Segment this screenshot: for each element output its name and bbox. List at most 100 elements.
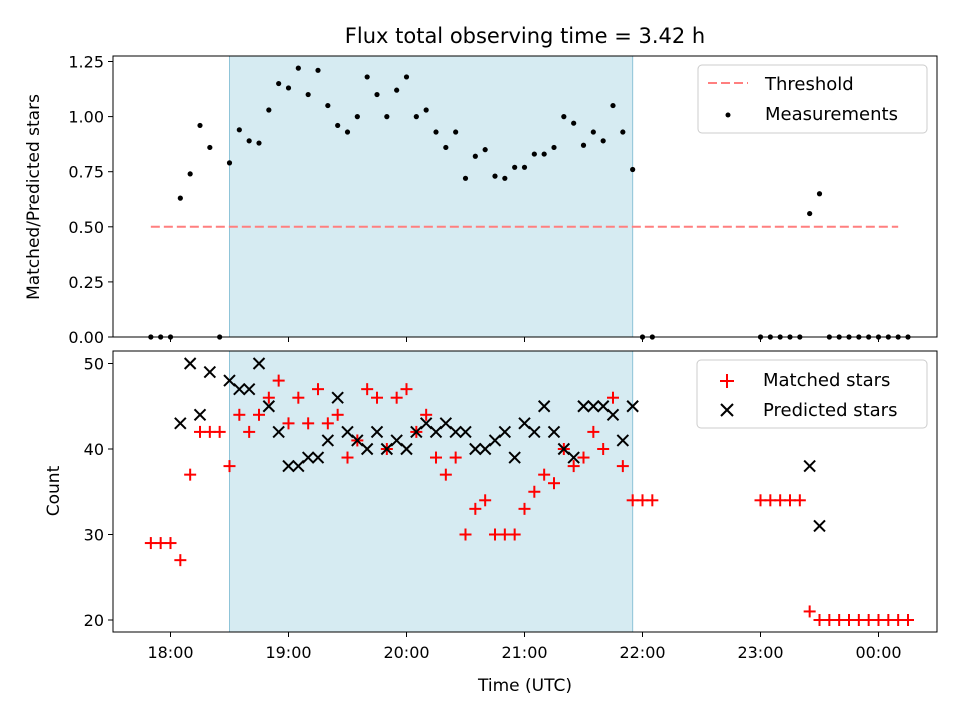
matched-star-point bbox=[174, 554, 187, 567]
threshold-legend-label: Threshold bbox=[764, 74, 854, 95]
matched-star-point bbox=[164, 537, 177, 550]
measurement-point bbox=[423, 107, 429, 113]
measurement-point bbox=[512, 164, 518, 170]
predicted-star-point bbox=[233, 382, 246, 396]
bottom-observing-window bbox=[229, 350, 634, 633]
measurement-point bbox=[531, 151, 537, 157]
matched-legend-label: Matched stars bbox=[763, 370, 890, 391]
predicted-star-point bbox=[262, 400, 276, 413]
measurement-point bbox=[364, 74, 370, 80]
measurement-point bbox=[207, 144, 213, 151]
predicted-star-point bbox=[242, 382, 256, 396]
measurement-point bbox=[403, 74, 410, 80]
predicted-star-point bbox=[183, 357, 197, 370]
predicted-star-point bbox=[508, 451, 521, 464]
measurement-point bbox=[256, 140, 262, 146]
predicted-star-point bbox=[370, 425, 384, 439]
bottom-legend: Matched stars Predicted stars bbox=[696, 359, 928, 429]
top-panel: 0.00 0.25 0.50 0.75 1.00 1.25 Matched/Predict… bbox=[24, 53, 938, 347]
matched-star-point bbox=[371, 391, 383, 404]
matched-star-point bbox=[341, 451, 354, 464]
measurement-point bbox=[236, 127, 242, 133]
predicted-star-point bbox=[567, 451, 580, 464]
predicted-star-point bbox=[380, 442, 394, 456]
predicted-star-point bbox=[272, 425, 285, 439]
measurement-point bbox=[226, 160, 233, 166]
predicted-star-point bbox=[419, 417, 433, 430]
predicted-star-point bbox=[321, 434, 335, 447]
predicted-star-point bbox=[616, 434, 630, 447]
predicted-star-point bbox=[351, 434, 364, 447]
matched-star-point bbox=[548, 477, 560, 490]
measurement-point bbox=[590, 129, 596, 135]
matched-star-point bbox=[616, 460, 629, 473]
measurement-point bbox=[600, 138, 606, 144]
top-y-tick-label: 0.75 bbox=[68, 163, 104, 182]
matched-star-point bbox=[262, 391, 275, 404]
measurement-point bbox=[325, 102, 331, 109]
matched-star-point bbox=[223, 460, 236, 473]
measurement-point bbox=[394, 87, 400, 93]
measurement-point bbox=[541, 151, 547, 157]
predicted-star-point bbox=[203, 365, 217, 379]
predicted-star-point bbox=[557, 442, 571, 456]
measurement-point bbox=[620, 129, 626, 135]
predicted-star-point bbox=[400, 442, 413, 456]
predicted-star-point bbox=[429, 425, 443, 439]
matched-star-point bbox=[577, 451, 590, 464]
matched-star-point bbox=[331, 408, 344, 421]
measurement-point bbox=[344, 129, 351, 135]
predicted-star-point bbox=[223, 374, 236, 387]
predicted-star-point bbox=[518, 417, 531, 430]
bottom-y-tick-label: 20 bbox=[84, 611, 104, 630]
matched-star-point bbox=[312, 383, 324, 396]
measurement-point bbox=[816, 191, 823, 197]
measurement-point bbox=[433, 129, 439, 135]
matched-star-point bbox=[469, 502, 482, 515]
matched-star-point bbox=[508, 528, 521, 541]
matched-star-point bbox=[253, 408, 265, 421]
bottom-y-tick-label: 40 bbox=[84, 440, 104, 459]
predicted-star-point bbox=[547, 425, 561, 439]
bottom-legend-box bbox=[696, 359, 928, 429]
matched-star-point bbox=[213, 425, 226, 438]
predicted-star-point bbox=[606, 408, 620, 422]
measurement-point bbox=[462, 175, 469, 181]
predicted-legend-label: Predicted stars bbox=[763, 400, 897, 421]
measurement-point bbox=[492, 173, 498, 179]
predicted-star-point bbox=[331, 391, 344, 404]
matched-star-point bbox=[420, 408, 433, 421]
predicted-star-point bbox=[478, 442, 492, 456]
predicted-star-point bbox=[459, 425, 472, 439]
matched-star-point bbox=[528, 485, 541, 498]
matched-star-point bbox=[459, 528, 472, 541]
matched-star-point bbox=[803, 605, 816, 618]
measurement-point bbox=[482, 147, 488, 153]
top-y-tick-label: 0.50 bbox=[68, 218, 104, 237]
matched-legend-swatch bbox=[720, 374, 734, 388]
measurement-point bbox=[413, 114, 419, 120]
top-observing-window bbox=[229, 55, 634, 338]
predicted-stars-points bbox=[174, 357, 826, 533]
x-tick-label: 19:00 bbox=[265, 643, 311, 662]
top-legend: Threshold Measurements bbox=[697, 64, 928, 134]
predicted-star-point bbox=[252, 357, 266, 370]
predicted-star-point bbox=[282, 459, 295, 473]
predicted-star-point bbox=[488, 434, 502, 447]
measurement-point bbox=[453, 129, 459, 135]
matched-star-point bbox=[272, 374, 285, 387]
predicted-star-point bbox=[469, 442, 482, 456]
measurement-point bbox=[443, 144, 449, 151]
measurement-point bbox=[384, 114, 390, 120]
matched-star-point bbox=[243, 425, 256, 438]
matched-star-point bbox=[567, 460, 580, 473]
x-axis-label: Time (UTC) bbox=[477, 676, 572, 696]
matched-star-point bbox=[646, 494, 659, 507]
bottom-y-tick-label: 50 bbox=[84, 355, 104, 374]
measurement-point bbox=[295, 65, 301, 71]
measurement-point bbox=[472, 153, 478, 159]
matched-star-point bbox=[282, 417, 295, 430]
predicted-legend-swatch bbox=[720, 403, 734, 417]
x-tick-label: 22:00 bbox=[619, 643, 665, 662]
